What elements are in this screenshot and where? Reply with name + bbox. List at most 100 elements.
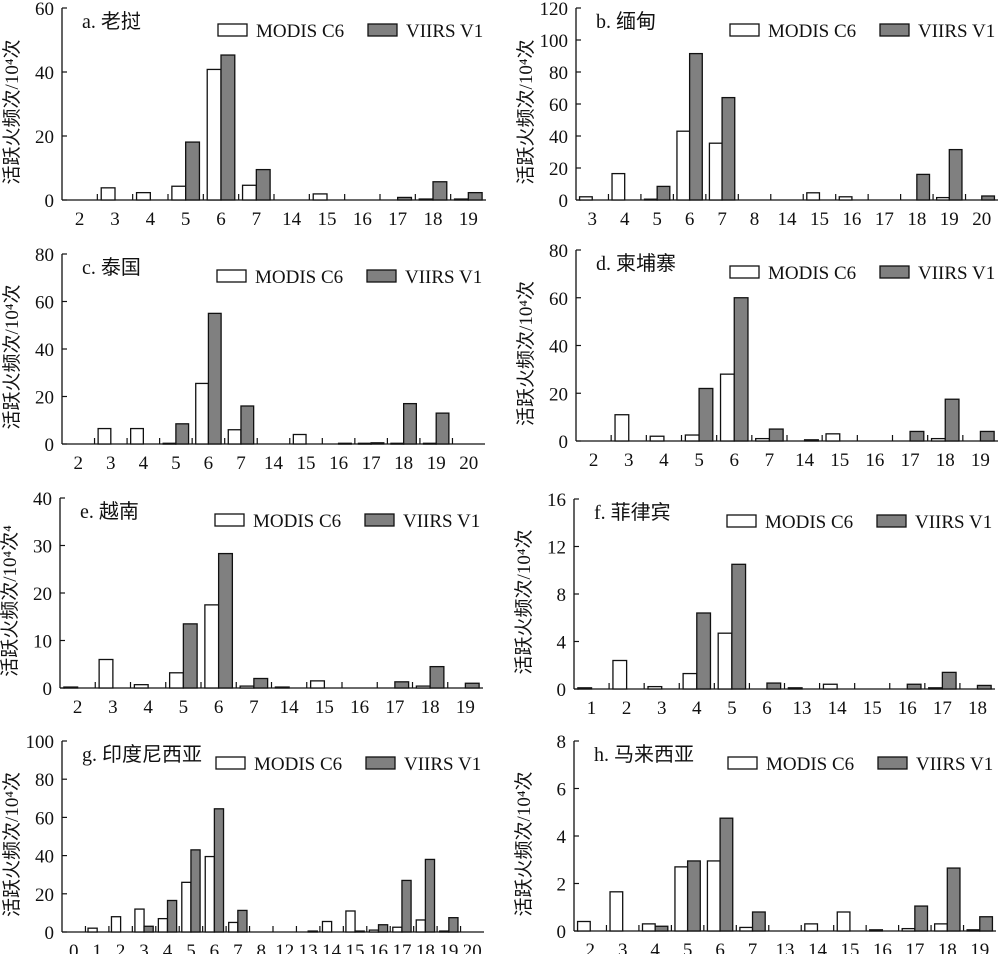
bar-modis: [717, 632, 733, 690]
x-tick-label: 4: [659, 450, 669, 471]
bar-modis: [390, 442, 405, 445]
x-tick-label: 2: [75, 209, 85, 230]
x-tick-label: 6: [214, 697, 224, 715]
bar-viirs: [948, 148, 963, 201]
x-tick-label: 14: [778, 209, 798, 230]
bar-modis: [63, 686, 79, 689]
bar-modis: [422, 442, 437, 445]
legend-swatch-modis: [214, 513, 245, 527]
x-tick-label: 14: [795, 450, 815, 471]
x-tick-label: 18: [416, 941, 435, 954]
bar-modis: [901, 927, 916, 932]
x-tick-label: 6: [210, 941, 220, 954]
bar-viirs: [401, 879, 412, 933]
x-tick-label: 4: [620, 209, 630, 230]
x-tick-label: 7: [252, 209, 262, 230]
bar-modis: [966, 929, 981, 932]
x-tick-label: 3: [106, 453, 116, 474]
x-tick-label: 2: [622, 698, 632, 715]
x-tick-label: 16: [350, 697, 369, 715]
y-tick-label: 16: [547, 490, 566, 511]
y-tick-label: 80: [549, 63, 568, 84]
x-tick-label: 5: [683, 940, 693, 954]
x-tick-label: 15: [346, 941, 365, 954]
chart-svg-a: 活跃火频次/10⁴次 0 20 40 60 2 3 4 5 6 7 14 15 16 17 18 19 a. 老挝…: [1, 0, 486, 230]
y-tick-label: 4: [557, 827, 567, 848]
bar-modis: [206, 68, 222, 201]
y-tick-label: 60: [549, 289, 568, 310]
x-tick-label: 14: [828, 698, 848, 715]
bar-modis: [162, 442, 177, 445]
bar-viirs: [981, 195, 996, 201]
legend-swatch-modis: [729, 23, 760, 37]
bar-modis: [836, 911, 851, 932]
y-tick-label: 20: [35, 127, 54, 148]
x-tick-label: 3: [624, 450, 634, 471]
chart-panel-d: 活跃火频次/10⁴次 0 20 40 60 80 2 3 4 5 6 7 14 15 16 17 18 19 d. …: [500, 240, 1000, 475]
bar-modis: [100, 187, 116, 201]
legend-label-modis: MODIS C6: [766, 754, 854, 775]
panel-title: h. 马来西亚: [594, 743, 694, 766]
x-tick-label: 1: [587, 698, 597, 715]
y-tick-label: 2: [557, 875, 567, 896]
panel-title: d. 柬埔寨: [596, 252, 676, 275]
x-tick-label: 17: [385, 697, 404, 715]
y-axis-label: 活跃火频次/10⁴次: [1, 772, 23, 917]
bar-viirs: [217, 552, 234, 689]
bar-modis: [806, 192, 821, 201]
bar-modis: [130, 427, 144, 445]
y-tick-label: 0: [45, 191, 55, 212]
bar-modis: [439, 930, 450, 933]
bar-modis: [643, 198, 658, 201]
panel-title: b. 缅甸: [596, 10, 656, 33]
bar-modis: [719, 373, 735, 442]
legend-label-modis: MODIS C6: [253, 511, 341, 532]
x-tick-label: 17: [392, 941, 411, 954]
bar-modis: [368, 929, 380, 933]
bar-modis: [357, 442, 372, 445]
bar-modis: [415, 685, 431, 689]
legend-label-modis: MODIS C6: [255, 267, 343, 288]
x-tick-label: 20: [459, 453, 478, 474]
y-tick-label: 20: [35, 388, 54, 409]
x-tick-label: 18: [938, 940, 957, 954]
bar-modis: [195, 382, 210, 445]
bar-modis: [787, 687, 803, 690]
bar-viirs: [731, 563, 747, 690]
x-tick-label: 13: [299, 941, 318, 954]
y-tick-label: 80: [35, 245, 54, 266]
y-tick-label: 4: [557, 633, 567, 654]
x-tick-label: 13: [793, 698, 812, 715]
bar-modis: [239, 685, 255, 689]
bar-viirs: [654, 925, 669, 932]
x-tick-label: 16: [865, 450, 884, 471]
x-tick-label: 6: [715, 940, 725, 954]
bar-modis: [418, 198, 434, 201]
x-tick-label: 5: [652, 209, 662, 230]
legend-swatch-viirs: [877, 756, 908, 770]
bar-modis: [614, 414, 630, 442]
bar-viirs: [698, 387, 714, 442]
x-tick-label: 15: [810, 209, 829, 230]
bar-viirs: [253, 677, 269, 689]
bar-viirs: [448, 917, 459, 933]
y-tick-label: 40: [35, 63, 54, 84]
x-tick-label: 6: [685, 209, 695, 230]
y-tick-label: 80: [35, 770, 54, 791]
bar-modis: [97, 427, 112, 445]
x-tick-label: 17: [905, 940, 924, 954]
x-tick-label: 14: [322, 941, 342, 954]
bar-modis: [933, 923, 948, 932]
y-tick-label: 0: [557, 680, 567, 701]
x-tick-label: 17: [933, 698, 952, 715]
y-tick-label: 0: [559, 191, 569, 212]
bar-modis: [647, 685, 663, 690]
y-tick-label: 20: [549, 384, 568, 405]
legend-label-modis: MODIS C6: [768, 21, 856, 42]
y-tick-label: 40: [35, 847, 54, 868]
x-tick-label: 15: [830, 450, 849, 471]
bar-viirs: [354, 930, 365, 933]
bar-viirs: [220, 54, 236, 201]
bar-viirs: [175, 423, 190, 445]
